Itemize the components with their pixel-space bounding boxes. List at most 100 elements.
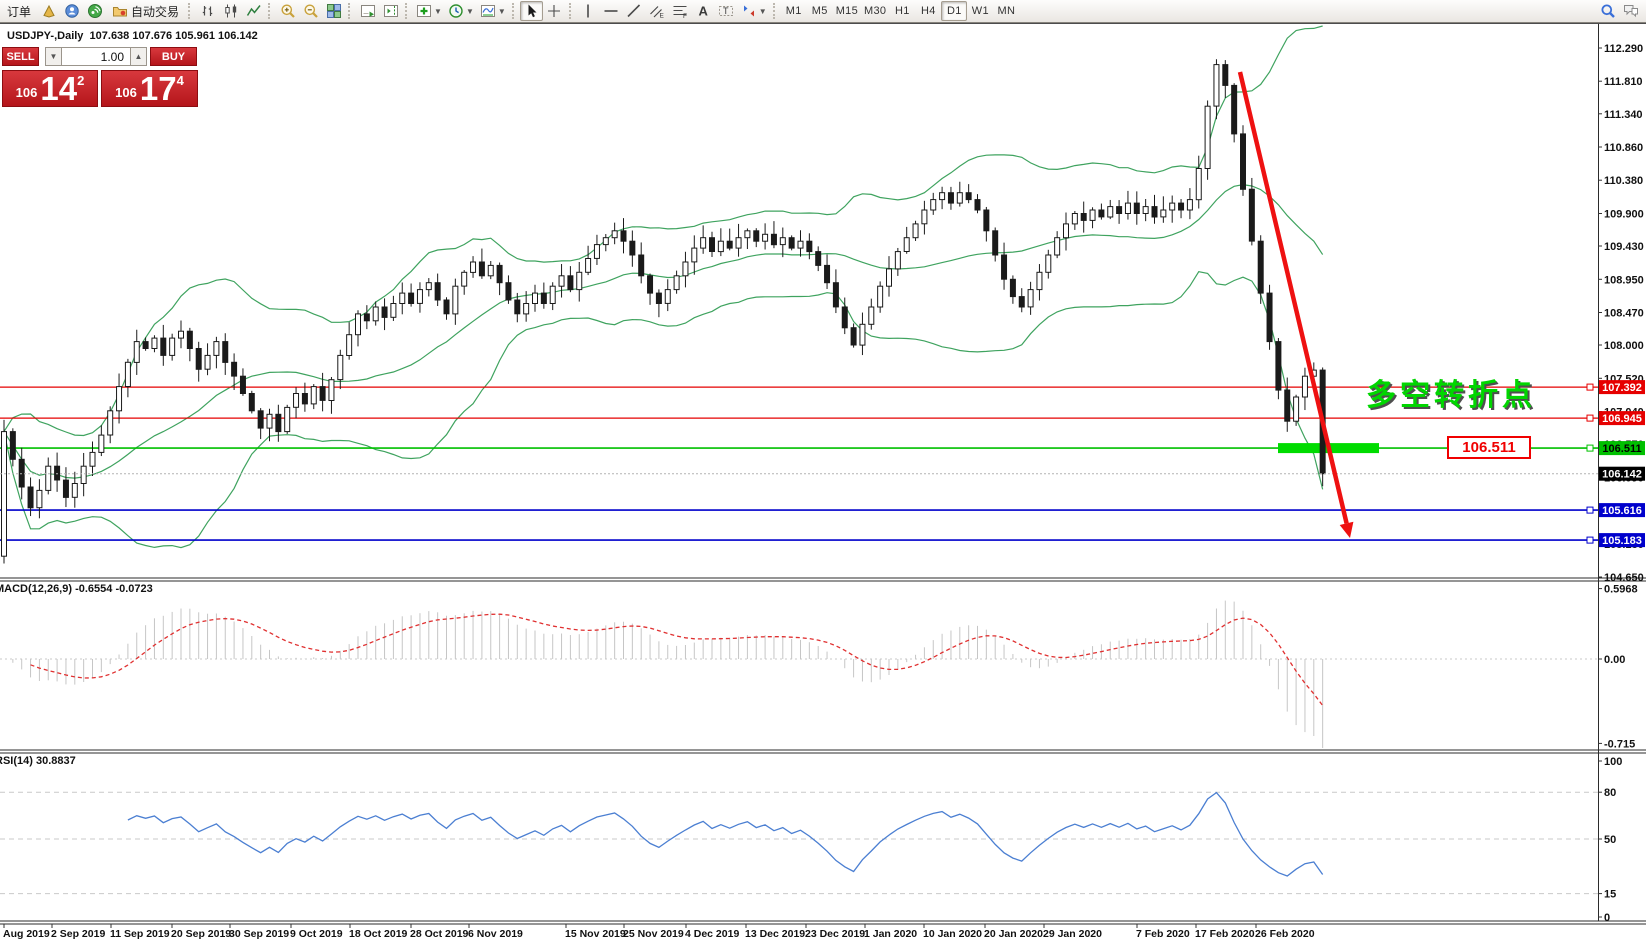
rsi-line [127, 791, 1324, 877]
line-anchor-handle [1586, 414, 1594, 422]
autotrading-button[interactable]: 自动交易 [106, 1, 185, 21]
sell-price-button[interactable]: 106 14 2 [2, 70, 98, 107]
chart-window[interactable]: 112.290 111.810 111.340 110.860 110.380 109.9… [0, 24, 1646, 944]
rsi-pane: 100 80 50 15 0 [0, 756, 1622, 924]
bid-main: 14 [40, 70, 78, 107]
timeframe-m30-button[interactable]: M30 [864, 5, 887, 17]
toolbar-grip [568, 3, 573, 19]
trendline-button[interactable] [623, 1, 646, 21]
toolbar-grip [268, 3, 272, 19]
arrowhead-icon [1339, 521, 1354, 538]
svg-text:15: 15 [1604, 889, 1616, 901]
templates-button[interactable]: ▼ [477, 1, 509, 21]
triangle-up-icon: ▲ [134, 52, 143, 61]
horizontal-level-lines[interactable] [0, 386, 1598, 541]
bollinger-lower-band [3, 271, 1324, 549]
chart-shift-button[interactable] [379, 1, 402, 21]
candlestick-button[interactable] [219, 1, 242, 21]
svg-text:23 Dec 2019: 23 Dec 2019 [805, 928, 865, 940]
svg-text:100: 100 [1604, 756, 1622, 768]
svg-text:109.430: 109.430 [1604, 241, 1644, 253]
bar-chart-button[interactable] [196, 1, 219, 21]
zoom-in-icon [281, 4, 295, 18]
bollinger-bands [3, 25, 1324, 549]
date-axis[interactable]: Aug 2019 2 Sep 2019 11 Sep 2019 20 Sep 2019… [3, 924, 1315, 940]
lot-size-input[interactable]: 1.00 [62, 47, 130, 66]
svg-text:109.900: 109.900 [1604, 209, 1644, 221]
lot-decrease-button[interactable]: ▼ [45, 47, 62, 66]
crosshair-icon [548, 5, 561, 17]
svg-text:30 Sep 2019: 30 Sep 2019 [229, 928, 289, 940]
new-order-button[interactable]: 订单 [7, 4, 32, 19]
price-chart[interactable]: 112.290 111.810 111.340 110.860 110.380 109.9… [0, 24, 1646, 944]
svg-text:1 Jan 2020: 1 Jan 2020 [864, 928, 917, 940]
templates-icon [480, 5, 495, 17]
community-icon [64, 4, 79, 18]
auto-scroll-button[interactable] [356, 1, 379, 21]
cursor-button[interactable] [519, 1, 543, 21]
zoom-out-button[interactable] [299, 1, 322, 21]
svg-text:13 Dec 2019: 13 Dec 2019 [745, 928, 805, 940]
zoom-in-button[interactable] [276, 1, 299, 21]
label-button[interactable]: T [715, 1, 738, 21]
hline-button[interactable] [600, 1, 623, 21]
timeframe-w1-button[interactable]: W1 [971, 5, 989, 17]
channel-button[interactable]: E [646, 1, 669, 21]
fibonacci-icon: F [673, 6, 687, 19]
annotation-price-label: 106.511 [1447, 436, 1531, 459]
market-button[interactable] [37, 1, 60, 21]
community-button[interactable] [60, 1, 83, 21]
chevron-down-icon: ▼ [465, 6, 474, 16]
timeframe-mn-button[interactable]: MN [997, 5, 1016, 17]
one-click-trading-panel: SELL ▼ 1.00 ▲ BUY 106 14 2 106 17 4 [2, 47, 202, 107]
svg-text:Aug 2019: Aug 2019 [3, 928, 50, 940]
svg-text:17 Feb 2020: 17 Feb 2020 [1195, 928, 1255, 940]
timeframe-h4-button[interactable]: H4 [921, 5, 936, 17]
svg-text:4 Dec 2019: 4 Dec 2019 [685, 928, 739, 940]
price-axis[interactable]: 112.290 111.810 111.340 110.860 110.380 109.9… [1598, 43, 1644, 584]
chat-button[interactable] [1619, 1, 1642, 21]
indicators-button[interactable]: ▼ [413, 1, 445, 21]
svg-text:106.511: 106.511 [1602, 443, 1641, 455]
periods-button[interactable]: ▼ [445, 1, 477, 21]
toolbar: 订单 自动交易 ▼ ▼ ▼ E F A T ▼ M1 M5 M15 M30 H1 H4 D1 W1 MN [0, 0, 1646, 24]
buy-button[interactable]: BUY [150, 47, 197, 66]
search-button[interactable] [1596, 1, 1619, 21]
crosshair-button[interactable] [543, 1, 566, 21]
timeframe-m15-button[interactable]: M15 [835, 5, 859, 17]
svg-text:112.290: 112.290 [1604, 43, 1643, 55]
timeframe-m1-button[interactable]: M1 [785, 5, 802, 17]
svg-text:7 Feb 2020: 7 Feb 2020 [1136, 928, 1190, 940]
signals-button[interactable] [83, 1, 106, 21]
line-chart-button[interactable] [242, 1, 265, 21]
bollinger-upper-band [3, 25, 1323, 437]
rsi-label: RSI(14) 30.8837 [0, 755, 76, 767]
tile-windows-button[interactable] [322, 1, 345, 21]
svg-text:50: 50 [1604, 834, 1616, 846]
hline-icon [604, 10, 618, 12]
timeframe-m5-button[interactable]: M5 [811, 5, 828, 17]
buy-price-button[interactable]: 106 17 4 [101, 70, 198, 107]
macd-label: MACD(12,26,9) -0.6554 -0.0723 [0, 583, 153, 595]
vline-icon [587, 4, 590, 18]
timeframe-h1-button[interactable]: H1 [895, 5, 910, 17]
bollinger-middle-band [3, 183, 1324, 479]
bid-prefix: 106 [15, 85, 38, 100]
svg-text:25 Nov 2019: 25 Nov 2019 [623, 928, 684, 940]
lot-increase-button[interactable]: ▲ [130, 47, 147, 66]
search-icon [1601, 4, 1615, 18]
svg-text:106.945: 106.945 [1602, 413, 1642, 425]
arrows-button[interactable]: ▼ [738, 1, 770, 21]
trend-arrow[interactable] [1237, 71, 1354, 538]
macd-pane: 0.5968 0.00 -0.715 [0, 584, 1638, 750]
text-button[interactable]: A [692, 1, 715, 21]
timeframe-d1-button[interactable]: D1 [941, 1, 968, 21]
vline-button[interactable] [577, 1, 600, 21]
svg-text:108.950: 108.950 [1604, 274, 1644, 286]
bid-sup: 2 [77, 73, 85, 88]
fibonacci-button[interactable]: F [669, 1, 692, 21]
svg-text:28 Oct 2019: 28 Oct 2019 [410, 928, 469, 940]
svg-text:6 Nov 2019: 6 Nov 2019 [468, 928, 523, 940]
svg-text:0.00: 0.00 [1604, 654, 1625, 666]
sell-button[interactable]: SELL [2, 47, 39, 66]
